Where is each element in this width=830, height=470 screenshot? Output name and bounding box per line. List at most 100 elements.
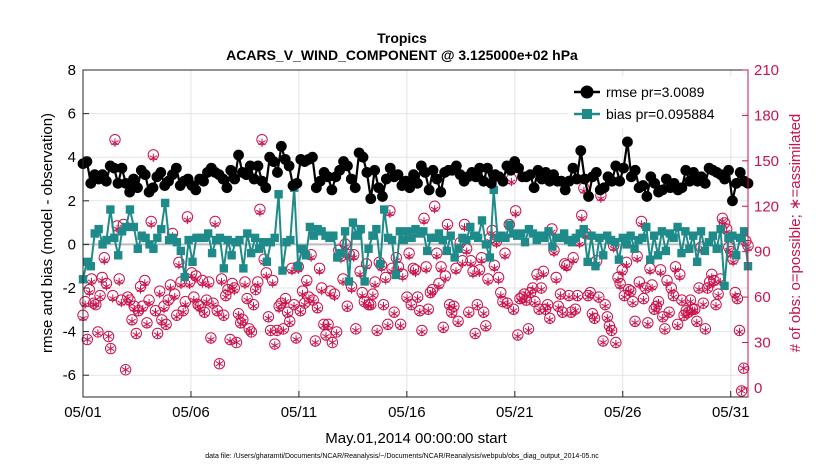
bias-point (712, 244, 721, 253)
obs-possible-point (105, 342, 117, 355)
rmse-point (349, 182, 361, 194)
obs-assimilated-point (328, 338, 337, 347)
obs-assimilated-point (571, 306, 580, 315)
obs-assimilated-point (449, 303, 458, 312)
rmse-point (252, 160, 264, 172)
obs-assimilated-point (464, 309, 473, 318)
rmse-point (272, 167, 283, 178)
bias-point (110, 233, 119, 243)
obs-assimilated-point (383, 321, 392, 330)
obs-assimilated-point (296, 308, 305, 317)
obs-possible-point (90, 298, 102, 311)
obs-assimilated-point (601, 302, 610, 311)
bias-point (356, 224, 365, 234)
obs-assimilated-point (437, 265, 445, 274)
rmse-point (513, 162, 524, 174)
obs-assimilated-point (629, 298, 637, 308)
bias-point (559, 229, 569, 238)
bias-point (352, 231, 362, 240)
bias-point (438, 235, 448, 245)
obs-assimilated-point (735, 327, 744, 337)
bias-point (708, 231, 717, 240)
bias-point (599, 251, 608, 260)
bias-point (583, 257, 592, 267)
bias-point (149, 244, 158, 253)
obs-assimilated-point (117, 298, 126, 308)
bias-point (505, 220, 514, 229)
y2-tick-label: 0 (754, 380, 762, 397)
obs-assimilated-point (405, 252, 413, 261)
bias-point (567, 238, 577, 247)
obs-assimilated-point (85, 288, 94, 297)
rmse-point (357, 151, 369, 163)
rmse-point (225, 164, 237, 176)
obs-assimilated-point (106, 344, 115, 353)
bias-point (239, 264, 248, 273)
obs-assimilated-point (356, 270, 364, 279)
bias-point (133, 244, 142, 253)
obs-assimilated-point (149, 153, 158, 162)
obs-assimilated-point (153, 330, 162, 340)
bias-point (524, 224, 534, 234)
rmse-point (139, 169, 151, 181)
obs-assimilated-point (268, 279, 277, 288)
bias-point (215, 233, 225, 243)
bias-point (227, 251, 236, 260)
obs-count-series (77, 133, 754, 397)
bias-point (544, 227, 553, 236)
x-tick-label: 05/16 (388, 404, 426, 421)
bias-point (532, 235, 541, 245)
rmse-point (100, 175, 112, 187)
bias-point (489, 185, 498, 195)
y-tick-label: 0 (68, 236, 76, 253)
bias-point (614, 255, 624, 264)
bias-point (305, 222, 315, 232)
obs-assimilated-point (264, 314, 273, 323)
legend-rmse-marker (580, 85, 594, 99)
rmse-point (598, 182, 610, 194)
bias-point (348, 218, 358, 227)
obs-assimilated-point (253, 280, 262, 290)
obs-assimilated-point (398, 273, 407, 282)
bias-point (368, 231, 377, 240)
obs-assimilated-point (241, 280, 249, 290)
obs-assimilated-point (91, 300, 100, 309)
obs-assimilated-point (347, 285, 356, 294)
bias-point (188, 257, 197, 267)
legend: rmse pr=3.0089 bias pr=0.095884 (568, 76, 742, 128)
obs-assimilated-point (496, 291, 505, 300)
obs-assimilated-point (712, 302, 720, 311)
obs-assimilated-point (330, 292, 339, 302)
rmse-point (322, 171, 334, 183)
obs-assimilated-point (418, 327, 426, 337)
rmse-point (431, 173, 443, 185)
bias-point (528, 229, 538, 238)
rmse-point (198, 175, 209, 187)
obs-assimilated-point (469, 270, 477, 279)
rmse-point (369, 164, 381, 176)
obs-assimilated-point (215, 359, 224, 368)
obs-possible-point (738, 362, 750, 374)
bias-point (442, 246, 451, 256)
bias-point (121, 222, 131, 232)
obs-possible-point (735, 385, 748, 397)
rmse-series (77, 136, 754, 207)
bias-point (219, 264, 229, 273)
x-tick-label: 05/26 (604, 404, 642, 421)
y2-tick-label: 120 (754, 198, 779, 215)
rmse-point (622, 136, 633, 148)
obs-assimilated-point (494, 276, 503, 285)
obs-assimilated-point (179, 308, 188, 317)
rmse-point (147, 182, 159, 194)
rmse-point (155, 167, 167, 178)
obs-assimilated-point (368, 291, 377, 300)
bias-point (168, 233, 178, 243)
rmse-point (583, 191, 594, 202)
y-tick-label: -4 (63, 324, 76, 341)
obs-assimilated-point (701, 326, 710, 335)
bias-point (203, 229, 213, 238)
obs-assimilated-point (121, 365, 130, 374)
obs-assimilated-point (155, 289, 164, 299)
rmse-point (571, 173, 583, 185)
